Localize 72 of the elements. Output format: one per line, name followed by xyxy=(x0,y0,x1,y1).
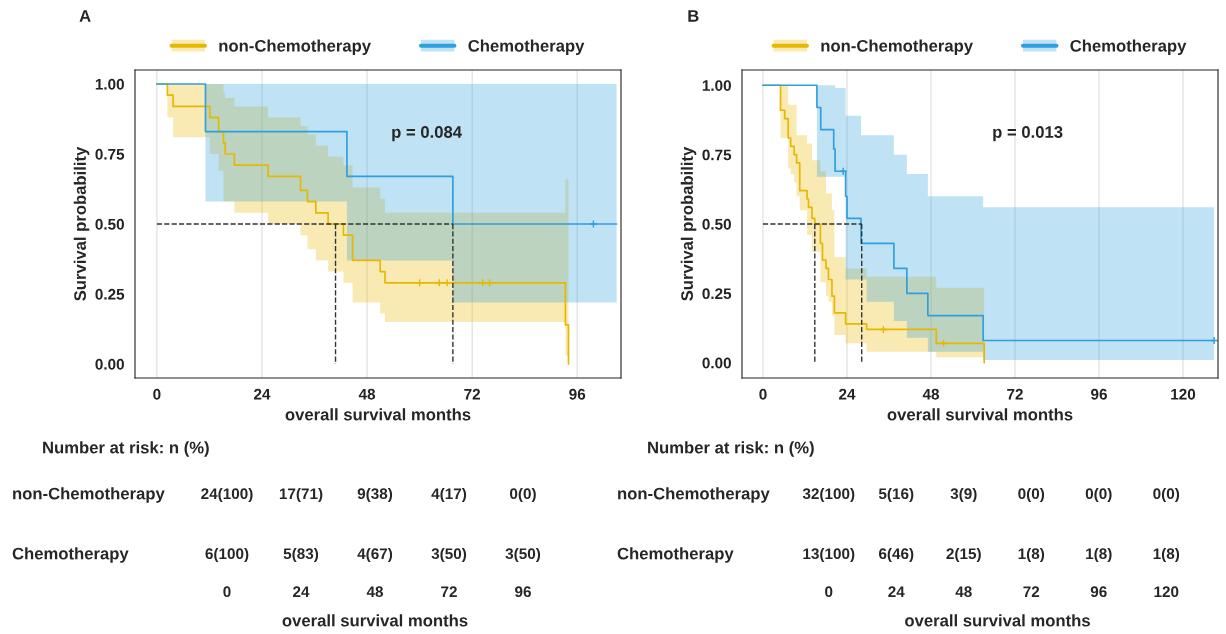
x-axis-title: overall survival months xyxy=(285,408,471,421)
annotation: p = 0.013 xyxy=(993,126,1063,142)
chart-title: Number at risk: n (%) xyxy=(43,441,209,457)
x-tick-label: 24 xyxy=(888,586,905,597)
text: 1(8) xyxy=(1153,547,1180,563)
x-tick-label: 96 xyxy=(1091,388,1107,400)
y-tick-label: 0.50 xyxy=(702,218,731,230)
x-tick-label: 72 xyxy=(1007,388,1023,400)
x-tick-label: 120 xyxy=(1171,388,1196,400)
text: 0(0) xyxy=(1018,487,1045,503)
text: 3(9) xyxy=(950,487,977,503)
y-tick-label: Chemotherapy xyxy=(12,547,129,563)
text: 3(50) xyxy=(505,547,541,563)
y-tick-label: 0.50 xyxy=(95,218,124,230)
x-axis-title: overall survival months xyxy=(887,408,1073,421)
x-tick-label: 0 xyxy=(153,388,161,400)
y-tick-label: 1.00 xyxy=(95,78,124,90)
x-tick-label: 24 xyxy=(839,388,856,400)
x-tick-label: 120 xyxy=(1154,586,1179,598)
legend-label: non-Chemotherapy xyxy=(219,39,371,55)
y-tick-label: 0.25 xyxy=(702,288,732,300)
x-tick-label: 48 xyxy=(358,388,376,400)
legend-label: Chemotherapy xyxy=(1070,39,1187,55)
text: 32(100) xyxy=(802,487,855,503)
x-tick-label: 0 xyxy=(825,586,833,598)
legend-label: non-Chemotherapy xyxy=(821,39,973,55)
text: 5(83) xyxy=(283,547,319,563)
y-tick-label: Chemotherapy xyxy=(617,547,734,563)
chart-title: Number at risk: n (%) xyxy=(648,441,814,457)
text: 6(46) xyxy=(878,547,914,563)
x-tick-label: 0 xyxy=(223,586,231,598)
y-tick-label: 0.75 xyxy=(95,148,125,160)
x-tick-label: 48 xyxy=(366,586,384,598)
chart-title: B xyxy=(688,10,699,22)
x-tick-label: 96 xyxy=(1090,586,1107,598)
text: 6(100) xyxy=(205,547,249,563)
x-tick-label: 96 xyxy=(569,388,586,400)
text: 0(0) xyxy=(1153,487,1180,503)
x-tick-label: 48 xyxy=(922,388,940,400)
legend-label: Chemotherapy xyxy=(468,39,585,55)
text: 9(38) xyxy=(357,487,393,503)
x-tick-label: 72 xyxy=(464,388,481,400)
x-axis-title: overall survival months xyxy=(282,614,468,627)
annotation: p = 0.084 xyxy=(392,126,462,142)
text: 2(15) xyxy=(946,547,981,563)
text: 17(71) xyxy=(279,487,323,503)
text: 4(67) xyxy=(357,547,393,563)
x-tick-label: 0 xyxy=(759,388,767,400)
x-tick-label: 72 xyxy=(1023,586,1040,597)
x-tick-label: 24 xyxy=(293,586,310,597)
y-tick-label: 1.00 xyxy=(702,80,731,91)
x-axis-title: overall survival months xyxy=(905,614,1090,627)
y-axis-title: Survival probability xyxy=(73,146,90,301)
text: 13(100) xyxy=(803,547,855,563)
y-tick-label: 0.00 xyxy=(95,358,124,370)
y-tick-label: 0.00 xyxy=(702,357,731,369)
x-tick-label: 24 xyxy=(254,388,271,400)
chart-title: A xyxy=(79,10,91,22)
x-tick-label: 48 xyxy=(955,586,972,598)
text: 3(50) xyxy=(431,547,467,563)
text: 1(8) xyxy=(1086,547,1112,563)
x-tick-label: 72 xyxy=(441,586,457,597)
text: 0(0) xyxy=(1085,487,1112,503)
text: 4(17) xyxy=(431,487,467,503)
text: 0(0) xyxy=(510,487,536,503)
text: 1(8) xyxy=(1018,547,1045,563)
y-tick-label: 0.25 xyxy=(95,288,125,300)
text: 5(16) xyxy=(878,487,914,503)
text: 24(100) xyxy=(201,487,253,503)
x-tick-label: 96 xyxy=(515,586,531,598)
y-axis-title: Survival probability xyxy=(680,146,697,301)
y-tick-label: 0.75 xyxy=(702,149,732,161)
